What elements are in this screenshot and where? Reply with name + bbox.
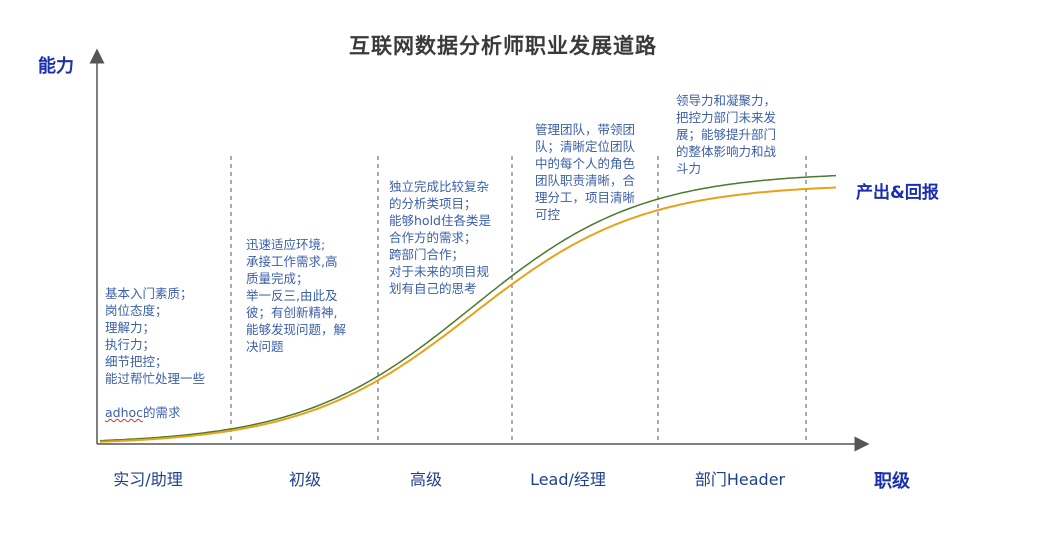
description-lines: 基本入门素质； 岗位态度； 理解力； 执行力； 细节把控； 能过帮忙处理一些: [105, 286, 206, 386]
stage-description-header: 领导力和凝聚力， 把控力部门未来发 展；能够提升部门 的整体影响力和战 斗力: [676, 93, 777, 176]
stage-description-senior: 独立完成比较复杂 的分析类项目； 能够hold住各类是 合作方的需求； 跨部门合…: [389, 179, 491, 296]
stage-label-senior: 高级: [409, 470, 442, 489]
y-axis-label: 能力: [38, 56, 74, 77]
diagram-title: 互联网数据分析师职业发展道路: [349, 34, 657, 58]
stage-label-header: 部门Header: [694, 470, 786, 489]
description-tail-rest: 的需求: [143, 405, 181, 420]
curve-label: 产出&回报: [856, 183, 939, 203]
stage-label-lead: Lead/经理: [530, 470, 606, 489]
description-tail: adhoc的需求: [105, 404, 205, 421]
stage-description-lead: 管理团队，带领团 队；清晰定位团队 中的每个人的角色 团队职责清晰，合 理分工，…: [535, 122, 636, 222]
growth-curve-lower: [99, 186, 837, 443]
stage-description-junior: 迅速适应环境; 承接工作需求,高 质量完成； 举一反三,由此及 彼；有创新精神,…: [246, 237, 347, 354]
stage-label-intern: 实习/助理: [113, 470, 183, 489]
stage-label-junior: 初级: [288, 470, 321, 489]
growth-curve-upper: [99, 174, 837, 442]
x-axis-label: 职级: [874, 471, 910, 492]
stage-description-intern: 基本入门素质； 岗位态度； 理解力； 执行力； 细节把控； 能过帮忙处理一些 a…: [105, 268, 205, 438]
adhoc-word: adhoc: [105, 405, 144, 420]
